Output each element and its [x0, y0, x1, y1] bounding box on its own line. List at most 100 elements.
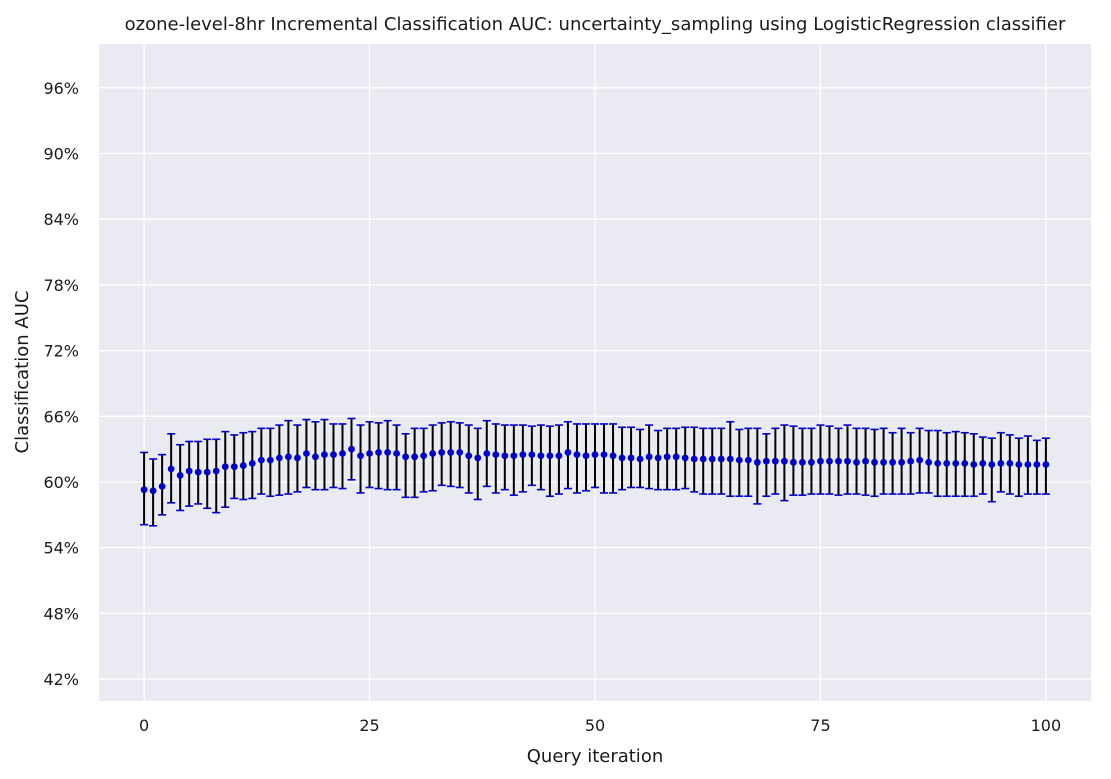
data-point: [456, 449, 464, 456]
chart-title: ozone-level-8hr Incremental Classificati…: [125, 14, 1066, 35]
data-point: [339, 450, 346, 457]
data-point: [880, 458, 887, 466]
y-tick-label: 84%: [43, 210, 79, 229]
data-point: [167, 465, 175, 473]
data-point: [898, 458, 906, 466]
data-point: [203, 468, 211, 476]
data-point: [303, 450, 310, 457]
data-points: [140, 445, 1050, 495]
y-axis-label: Classification AUC: [12, 291, 33, 454]
x-tick-label: 0: [139, 716, 149, 735]
data-point: [248, 459, 256, 467]
data-point: [257, 456, 265, 464]
data-point: [762, 457, 770, 465]
data-point: [465, 452, 473, 460]
data-point: [690, 455, 698, 463]
x-tick-label: 25: [359, 716, 379, 735]
y-tick-label: 96%: [43, 79, 79, 98]
data-point: [555, 452, 563, 460]
data-point: [402, 453, 410, 461]
data-point: [799, 458, 806, 466]
data-point: [140, 486, 148, 494]
y-tick-label: 72%: [43, 342, 79, 361]
data-point: [835, 457, 842, 465]
data-point: [393, 450, 400, 457]
y-tick-label: 60%: [43, 473, 79, 492]
y-tick-label: 48%: [43, 604, 79, 623]
y-tick-label: 66%: [43, 407, 79, 426]
data-point: [726, 455, 734, 463]
data-point: [266, 456, 274, 464]
data-point: [862, 457, 869, 465]
data-point: [519, 451, 527, 459]
data-point: [853, 458, 860, 466]
data-point: [185, 467, 193, 475]
y-tick-label: 42%: [43, 670, 79, 689]
data-point: [492, 451, 500, 459]
data-point: [717, 455, 725, 463]
data-point: [663, 453, 671, 461]
x-tick-label: 50: [585, 716, 605, 735]
data-point: [176, 472, 184, 479]
y-tick-label: 78%: [43, 276, 79, 295]
data-point: [420, 452, 428, 460]
data-point: [871, 458, 878, 466]
grid: [99, 44, 1091, 701]
data-point: [321, 451, 328, 459]
data-point: [510, 452, 518, 460]
data-point: [239, 462, 247, 469]
data-point: [149, 487, 157, 495]
data-point: [158, 482, 166, 490]
data-point: [1006, 459, 1014, 467]
data-point: [312, 453, 319, 461]
data-point: [988, 461, 996, 468]
data-point: [780, 457, 788, 465]
data-point: [916, 456, 924, 464]
data-point: [411, 453, 419, 461]
data-point: [699, 455, 707, 463]
data-point: [970, 461, 978, 468]
data-point: [943, 459, 951, 467]
data-point: [654, 454, 662, 462]
y-tick-label: 54%: [43, 539, 79, 558]
data-point: [744, 456, 752, 464]
data-point: [735, 456, 743, 464]
data-point: [808, 458, 815, 466]
x-axis-label: Query iteration: [527, 746, 663, 767]
data-point: [348, 445, 355, 453]
data-point: [708, 455, 716, 463]
data-point: [826, 457, 833, 465]
data-point: [483, 450, 491, 457]
data-point: [681, 454, 689, 462]
data-point: [961, 459, 969, 467]
data-point: [600, 451, 608, 459]
data-point: [952, 459, 960, 467]
data-point: [934, 459, 942, 467]
data-point: [375, 449, 382, 456]
data-point: [429, 450, 437, 457]
data-point: [330, 451, 337, 459]
data-point: [501, 452, 509, 460]
data-point: [753, 458, 761, 466]
data-point: [438, 449, 446, 456]
data-point: [537, 452, 545, 460]
data-point: [212, 467, 220, 475]
data-point: [294, 454, 301, 462]
data-point: [366, 450, 373, 457]
data-point: [1024, 461, 1032, 468]
data-point: [997, 459, 1005, 467]
data-point: [618, 454, 626, 462]
data-point: [925, 458, 933, 466]
data-point: [790, 458, 797, 466]
data-point: [573, 451, 581, 459]
data-point: [528, 451, 536, 459]
data-point: [889, 458, 896, 466]
data-point: [284, 453, 292, 461]
data-point: [844, 457, 851, 465]
data-point: [564, 449, 572, 456]
y-tick-label: 90%: [43, 145, 79, 164]
data-point: [979, 459, 987, 467]
data-point: [591, 451, 599, 459]
data-point: [672, 453, 680, 461]
